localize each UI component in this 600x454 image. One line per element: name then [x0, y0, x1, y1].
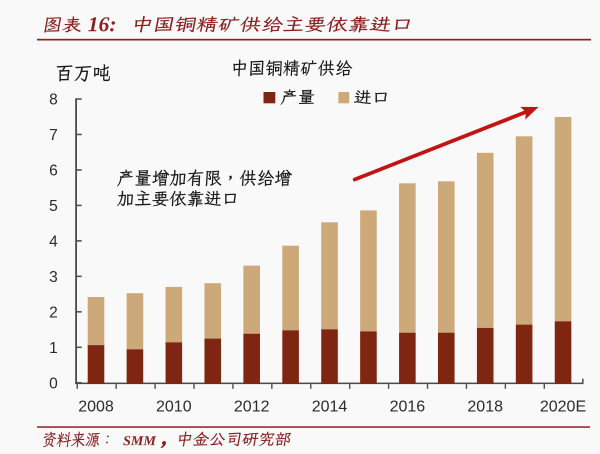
svg-text:5: 5: [49, 198, 58, 215]
svg-text:2008: 2008: [78, 398, 114, 415]
svg-text:2: 2: [49, 305, 58, 322]
svg-text:0: 0: [49, 375, 58, 392]
svg-text:1: 1: [49, 340, 58, 357]
svg-text:4: 4: [49, 234, 58, 251]
svg-text:2010: 2010: [156, 398, 192, 415]
svg-text:6: 6: [49, 163, 58, 180]
svg-text:3: 3: [49, 269, 58, 286]
svg-text:2014: 2014: [312, 398, 348, 415]
svg-text:2016: 2016: [390, 398, 426, 415]
svg-text:2020E: 2020E: [540, 398, 586, 415]
svg-text:2018: 2018: [467, 398, 503, 415]
svg-text:8: 8: [49, 92, 58, 109]
svg-text:7: 7: [49, 127, 58, 144]
svg-text:2012: 2012: [234, 398, 270, 415]
